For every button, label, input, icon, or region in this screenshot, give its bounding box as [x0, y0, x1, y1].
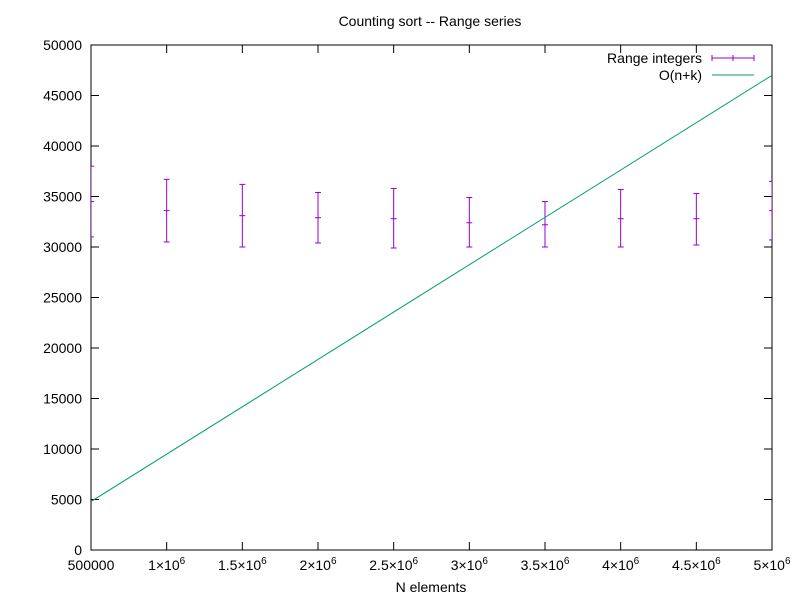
x-tick-label: 500000 — [68, 557, 115, 573]
x-tick-label: 2×106 — [299, 556, 337, 573]
y-tick-label: 15000 — [43, 391, 82, 407]
errorbar-point — [390, 187, 397, 249]
x-tick-label-base: 4.5×10 — [672, 557, 715, 573]
legend-label-range-integers: Range integers — [607, 50, 702, 66]
y-tick-label: 0 — [74, 542, 82, 558]
legend-label-o-n-k: O(n+k) — [659, 67, 702, 83]
x-tick-label-base: 500000 — [68, 557, 115, 573]
x-tick-label-base: 5×10 — [753, 557, 785, 573]
x-tick-label-exponent: 6 — [482, 556, 488, 567]
series-range-integers — [91, 165, 772, 249]
legend: Range integers O(n+k) — [607, 50, 755, 83]
errorbar-point — [239, 183, 246, 248]
errorbar-point — [466, 197, 473, 248]
y-tick-label: 10000 — [43, 441, 82, 457]
x-tick-label: 1.5×106 — [218, 556, 267, 573]
x-tick-label-exponent: 6 — [634, 556, 640, 567]
errorbar-point — [542, 201, 548, 248]
x-tick-label-base: 2×10 — [299, 557, 331, 573]
x-tick-label-exponent: 6 — [331, 556, 337, 567]
errorbar-point — [163, 178, 170, 243]
y-tick-label: 25000 — [43, 290, 82, 306]
x-tick-label: 2.5×106 — [369, 556, 418, 573]
x-tick-label-exponent: 6 — [180, 556, 186, 567]
x-axis: 500000 1×106 1.5×106 2×106 2.5×106 3×106 3.5×1… — [68, 45, 791, 573]
x-tick-label-base: 3.5×10 — [521, 557, 564, 573]
x-tick-label-base: 1.5×10 — [218, 557, 261, 573]
y-tick-label: 5000 — [51, 492, 82, 508]
errorbar-point — [315, 191, 321, 244]
y-tick-label: 35000 — [43, 189, 82, 205]
x-tick-label-exponent: 6 — [261, 556, 267, 567]
x-tick-label-base: 4×10 — [602, 557, 634, 573]
chart-title: Counting sort -- Range series — [339, 13, 522, 29]
x-tick-label-exponent: 6 — [564, 556, 570, 567]
y-tick-label: 45000 — [43, 88, 82, 104]
x-tick-label: 1×106 — [148, 556, 186, 573]
x-tick-label-exponent: 6 — [785, 556, 791, 567]
x-tick-label-base: 2.5×10 — [369, 557, 412, 573]
errorbar-point — [91, 165, 94, 238]
x-tick-label-base: 3×10 — [451, 557, 483, 573]
plot-frame — [90, 44, 773, 551]
errorbar-point — [693, 192, 700, 246]
legend-swatch-range-integers — [711, 55, 755, 61]
x-tick-label: 5×106 — [753, 556, 791, 573]
x-tick-label: 3×106 — [451, 556, 489, 573]
series-o-n-k-line — [91, 74, 772, 502]
errorbar-point — [617, 188, 624, 248]
y-axis: 0 5000 10000 15000 20000 25000 30000 35000 40000… — [43, 37, 772, 558]
x-tick-label-exponent: 6 — [412, 556, 418, 567]
y-tick-label: 20000 — [43, 340, 82, 356]
x-tick-label-base: 1×10 — [148, 557, 180, 573]
errorbar-point — [769, 180, 772, 241]
y-tick-label: 50000 — [43, 37, 82, 53]
x-tick-label: 4.5×106 — [672, 556, 721, 573]
x-axis-label: N elements — [396, 579, 467, 595]
x-tick-label-exponent: 6 — [715, 556, 721, 567]
plot-area — [91, 74, 772, 502]
y-tick-label: 40000 — [43, 138, 82, 154]
x-tick-label: 3.5×106 — [521, 556, 570, 573]
y-tick-label: 30000 — [43, 239, 82, 255]
x-tick-label: 4×106 — [602, 556, 640, 573]
